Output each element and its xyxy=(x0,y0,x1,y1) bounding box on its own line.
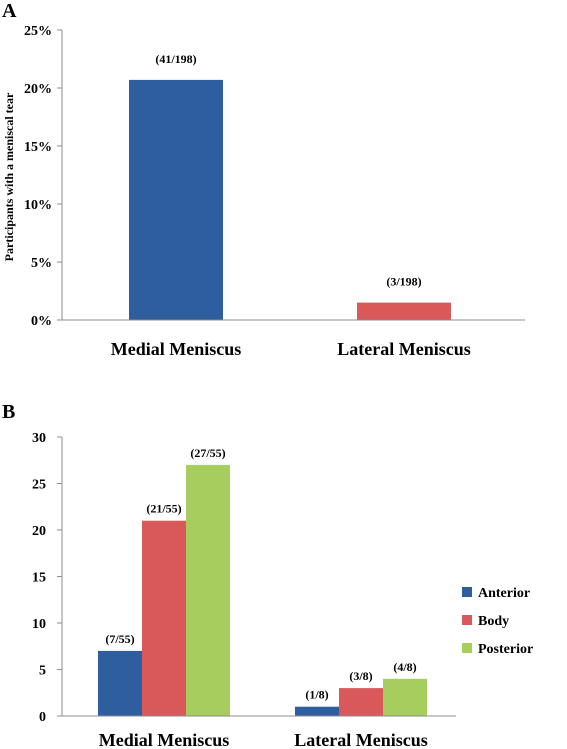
panel-b-category-label: Medial Meniscus xyxy=(99,730,230,749)
panel-a-y-ticks: 0% 5% 10% 15% 20% 25% xyxy=(24,24,62,329)
panel-b-y-tick-label: 0 xyxy=(39,710,46,725)
panel-a-y-tick-label: 20% xyxy=(24,82,52,97)
panel-b-data-label: (27/55) xyxy=(190,446,225,460)
panel-a: A Participants with a meniscal tear 0% 5%… xyxy=(2,0,525,359)
panel-b-bar xyxy=(98,650,142,716)
panel-b-bar xyxy=(339,688,383,716)
legend-swatch xyxy=(462,615,472,625)
panel-a-bars: (41/198) (3/198) xyxy=(129,52,451,320)
legend-label: Body xyxy=(478,614,509,629)
panel-a-data-label: (3/198) xyxy=(386,275,421,289)
legend-swatch xyxy=(462,587,472,597)
panel-a-letter: A xyxy=(2,0,17,22)
panel-b-data-label: (21/55) xyxy=(146,502,181,516)
panel-b-bar xyxy=(142,520,186,716)
panel-a-y-tick-label: 5% xyxy=(31,256,52,271)
panel-b-category-label: Lateral Meniscus xyxy=(294,730,427,749)
panel-a-y-axis-label: Participants with a meniscal tear xyxy=(2,92,16,261)
panel-b-legend: Anterior Body Posterior xyxy=(462,586,533,657)
legend-label: Anterior xyxy=(478,586,530,601)
panel-a-category-label: Lateral Meniscus xyxy=(337,339,470,359)
panel-b-data-label: (4/8) xyxy=(393,660,416,674)
panel-b: B 0 5 10 15 20 25 30 (7/55) (21/55) (27/55) (1/8)… xyxy=(2,401,533,749)
panel-a-category-label: Medial Meniscus xyxy=(111,339,242,359)
panel-b-y-ticks: 0 5 10 15 20 25 30 xyxy=(32,431,62,725)
panel-b-letter: B xyxy=(2,401,15,423)
panel-b-y-tick-label: 10 xyxy=(32,617,46,632)
panel-b-bar xyxy=(295,706,339,716)
panel-a-y-tick-label: 0% xyxy=(31,314,52,329)
panel-a-y-tick-label: 15% xyxy=(24,140,52,155)
panel-a-y-tick-label: 25% xyxy=(24,24,52,39)
legend-swatch xyxy=(462,643,472,653)
panel-a-y-tick-label: 10% xyxy=(24,198,52,213)
panel-b-y-tick-label: 5 xyxy=(39,664,46,679)
legend-label: Posterior xyxy=(478,642,533,657)
panel-b-y-tick-label: 25 xyxy=(32,478,46,493)
panel-b-y-tick-label: 20 xyxy=(32,524,46,539)
panel-b-categories: Medial Meniscus Lateral Meniscus xyxy=(99,730,428,749)
panel-b-y-tick-label: 15 xyxy=(32,571,46,586)
panel-a-categories: Medial Meniscus Lateral Meniscus xyxy=(111,339,471,359)
panel-b-y-tick-label: 30 xyxy=(32,431,46,446)
panel-a-bar xyxy=(129,79,223,320)
panel-b-bars: (7/55) (21/55) (27/55) (1/8) (3/8) (4/8) xyxy=(98,446,427,716)
panel-a-bar xyxy=(357,302,451,320)
panel-b-bar xyxy=(186,464,230,716)
panel-a-data-label: (41/198) xyxy=(155,52,196,66)
panel-b-data-label: (7/55) xyxy=(105,632,134,646)
panel-b-bar xyxy=(383,678,427,716)
panel-b-data-label: (3/8) xyxy=(349,669,372,683)
panel-b-data-label: (1/8) xyxy=(305,688,328,702)
